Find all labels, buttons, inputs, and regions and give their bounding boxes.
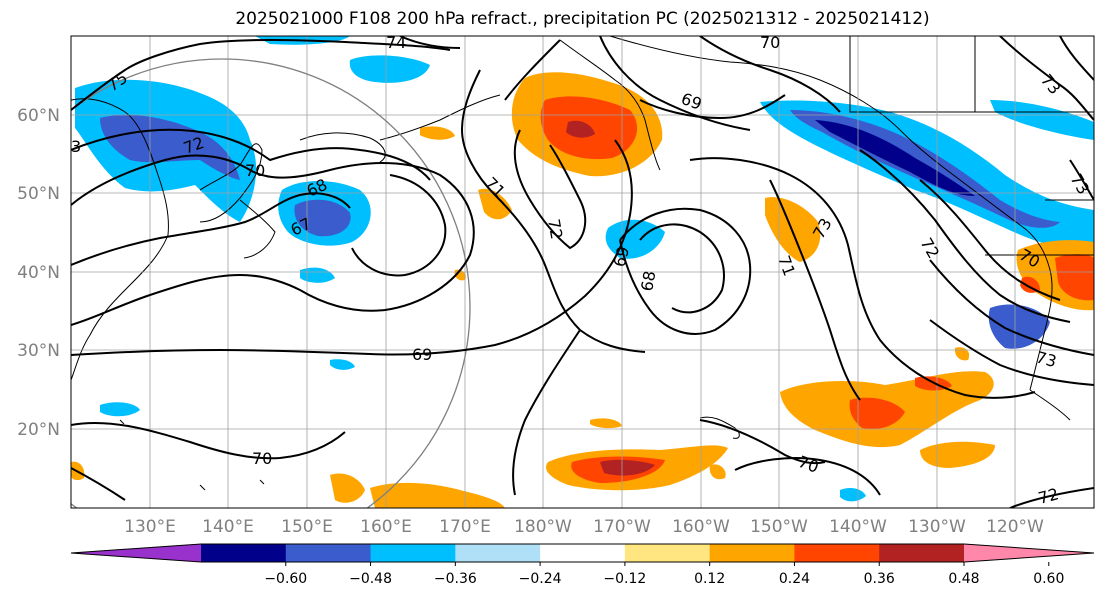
colorbar-segment: [709, 544, 795, 562]
lat-label-50n: 50°N: [17, 184, 60, 204]
colorbar-segment: [201, 544, 287, 562]
refractivity-contours: [71, 36, 1094, 508]
lon-label-130e: 130°E: [124, 517, 176, 537]
colorbar-segment: [370, 544, 456, 562]
colorbar-segment: [455, 544, 541, 562]
lat-label-40n: 40°N: [17, 263, 60, 283]
lon-label-150w: 150°W: [750, 517, 808, 537]
contour-label: 3: [71, 137, 81, 156]
colorbar-tick-label: −0.12: [603, 571, 646, 587]
contour-label: 70: [252, 449, 272, 468]
lon-axis: 130°E 140°E 150°E 160°E 170°E 180°W 170°…: [124, 517, 1044, 537]
colorbar-segment: [624, 544, 711, 562]
lon-label-160e: 160°E: [360, 517, 412, 537]
lon-label-160w: 160°W: [672, 517, 730, 537]
lon-label-130w: 130°W: [908, 517, 966, 537]
contour-label: 73: [1034, 348, 1059, 372]
colorbar-tick-label: −0.36: [434, 571, 477, 587]
lat-label-30n: 30°N: [17, 341, 60, 361]
colorbar-tick-label: 0.48: [948, 571, 979, 587]
coastlines: [71, 36, 1094, 491]
lon-label-140w: 140°W: [829, 517, 887, 537]
contour-label: 68: [637, 269, 659, 292]
colorbar-outline: [70, 543, 1095, 563]
colorbar-tick-label: −0.24: [519, 571, 562, 587]
range-circle: [71, 58, 471, 508]
contour-label: 74: [386, 33, 406, 52]
colorbar-tick-label: 0.12: [694, 571, 725, 587]
colorbar-tick-label: 0.36: [864, 571, 895, 587]
lat-axis: 60°N 50°N 40°N 30°N 20°N: [17, 106, 60, 440]
lon-label-170e: 170°E: [439, 517, 491, 537]
contour-label: 69: [412, 345, 432, 364]
contour-label: 70: [760, 33, 780, 52]
lon-label-180w: 180°W: [514, 517, 572, 537]
colorbar-segment: [879, 544, 965, 562]
lon-label-120w: 120°W: [986, 517, 1044, 537]
lat-label-60n: 60°N: [17, 106, 60, 126]
colorbar-extend-max: [964, 544, 1094, 562]
colorbar-segment: [540, 544, 626, 562]
lon-label-170w: 170°W: [593, 517, 651, 537]
contour-label: 70: [245, 161, 265, 180]
colorbar-segment: [794, 544, 880, 562]
lon-label-150e: 150°E: [281, 517, 333, 537]
colorbar-segment: [285, 544, 372, 562]
lon-label-140e: 140°E: [202, 517, 254, 537]
colorbar-extend-min: [71, 544, 201, 562]
map-title: 2025021000 F108 200 hPa refract., precip…: [235, 9, 930, 29]
colorbar-tick-label: −0.48: [349, 571, 392, 587]
colorbar: −0.60 −0.48 −0.36 −0.24 −0.12 0.12 0.24 0.36 0.4…: [70, 543, 1095, 587]
contour-label: 72: [1036, 484, 1061, 508]
colorbar-tick-label: 0.24: [779, 571, 810, 587]
plot-border: [70, 35, 1095, 509]
contour-label: 72: [544, 217, 566, 240]
lat-label-20n: 20°N: [17, 420, 60, 440]
colorbar-tick-label: −0.60: [264, 571, 307, 587]
contour-label: 69: [610, 244, 634, 269]
colorbar-tick-label: 0.60: [1033, 571, 1064, 587]
